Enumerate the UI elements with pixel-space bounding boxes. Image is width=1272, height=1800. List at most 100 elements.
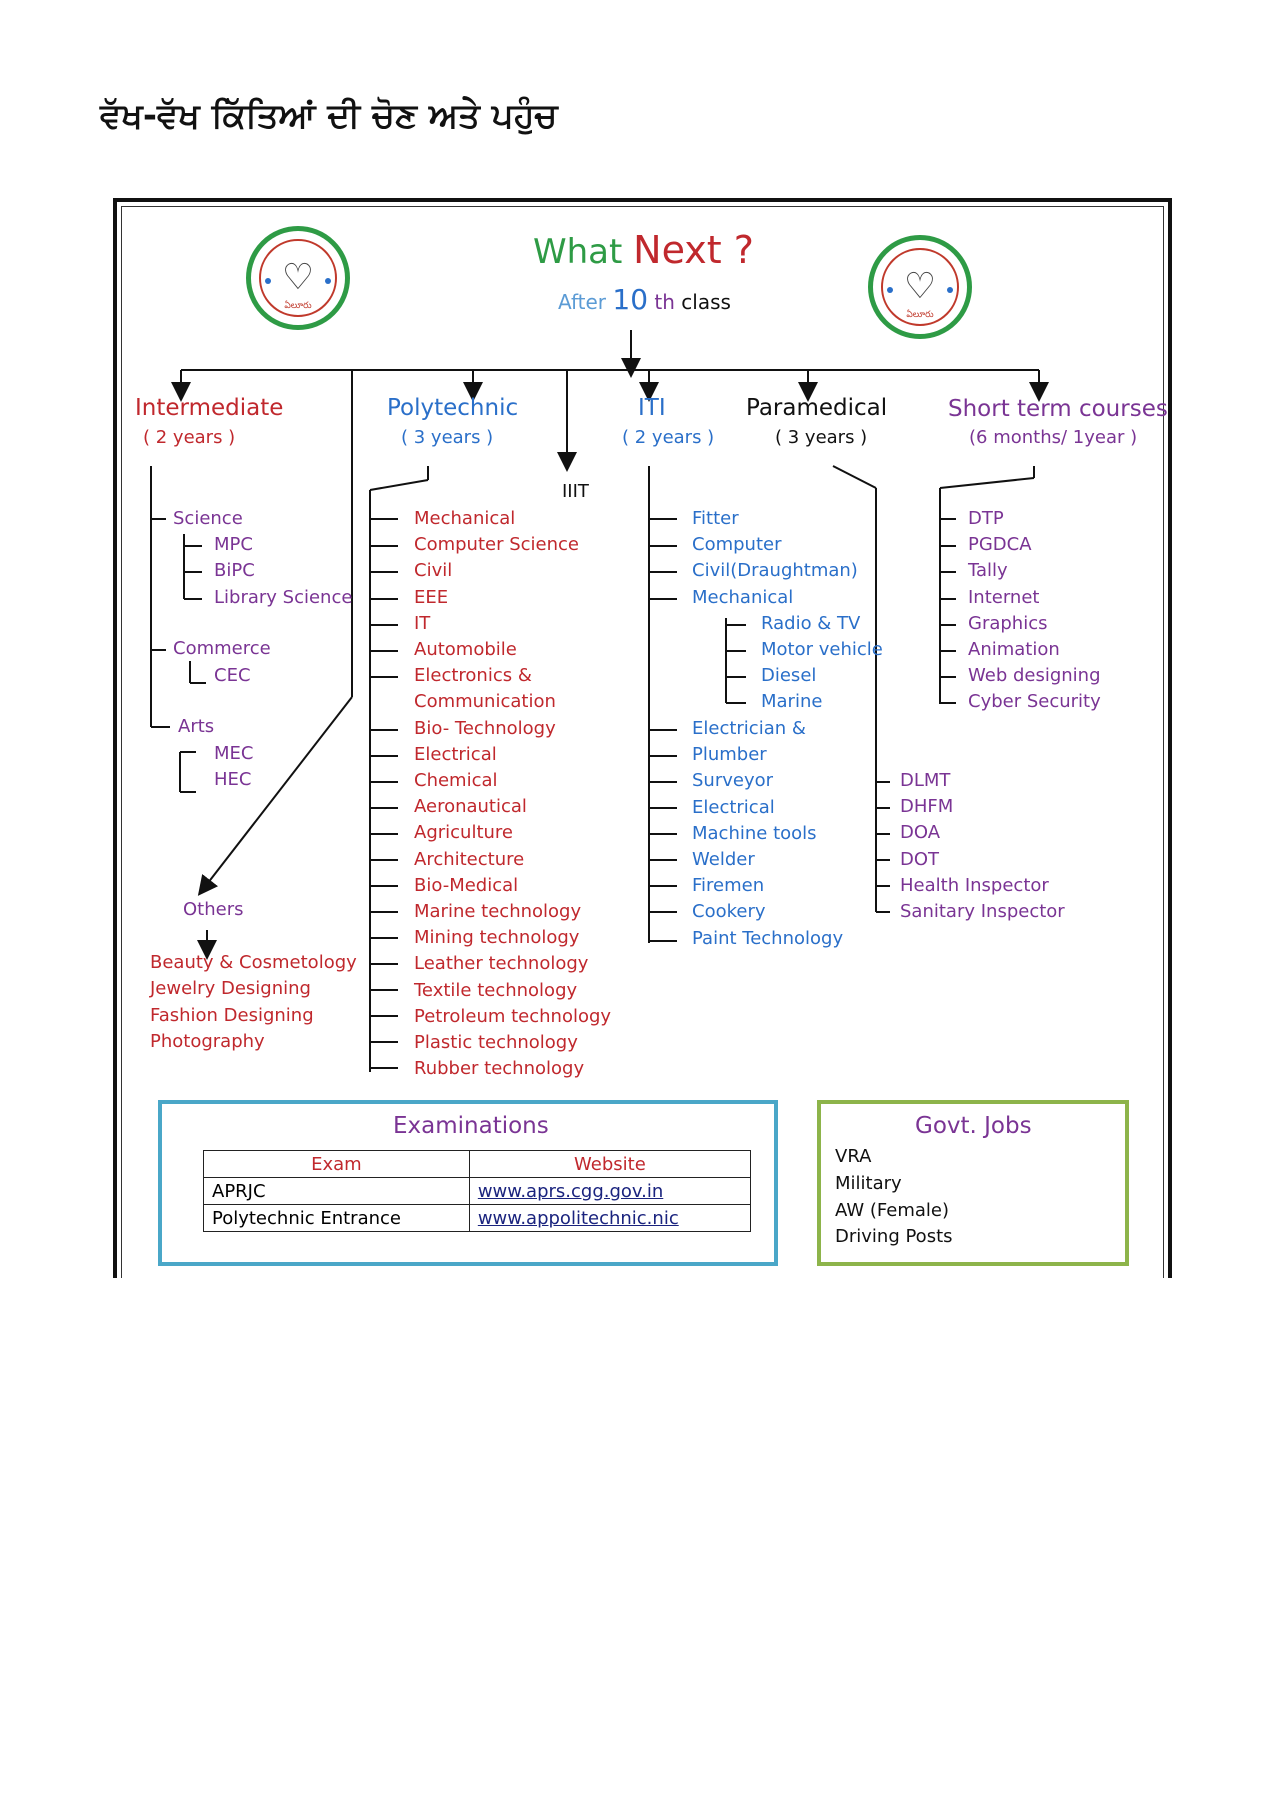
left-logo: ♡ ఏలూరు [246,226,350,330]
list-item: Marine technology [414,901,582,922]
list-item: Jewelry Designing [150,978,311,999]
commerce-label: Commerce [173,638,271,659]
examinations-title: Examinations [393,1113,549,1139]
list-item: Mechanical [414,508,516,529]
list-item: MEC [214,743,254,764]
list-item: Fitter [692,508,739,529]
list-item: Graphics [968,612,1048,634]
list-item: VRA [835,1146,872,1167]
list-item: Web designing [968,665,1101,687]
list-item: Sanitary Inspector [900,901,1065,922]
handshake-heart-icon: ♡ [903,266,937,307]
list-item: Library Science [214,587,353,608]
list-item: Bio- Technology [414,717,556,739]
list-item: Computer Science [414,534,579,556]
th-text: th [654,290,675,314]
list-item: PGDCA [968,534,1032,556]
list-item: MPC [214,534,253,555]
table-row: Polytechnic Entrance www.appolitechnic.n… [203,1204,752,1232]
table-row: APRJC www.aprs.cgg.gov.in [203,1177,752,1205]
list-item: Aeronautical [414,796,527,818]
govt-jobs-box [817,1100,1129,1266]
list-item: Civil(Draughtman) [692,560,858,581]
diagram-frame [113,198,1172,1278]
what-text: What [533,232,623,272]
list-item: Textile technology [414,979,578,1001]
list-item: Fashion Designing [150,1005,314,1026]
column-header-exam: Exam [203,1150,470,1178]
list-item: Radio & TV [761,613,861,634]
list-item: Plumber [692,744,767,766]
list-item: DOT [900,848,940,870]
next-text: Next ? [633,228,754,272]
examinations-box [158,1100,778,1266]
list-item: Motor vehicle [761,639,883,660]
list-item: Surveyor [692,770,774,792]
list-item: Welder [692,849,755,870]
list-item: Civil [414,560,453,582]
list-item: Mining technology [414,927,580,949]
list-item: Mechanical [692,587,794,608]
polytechnic-duration: ( 3 years ) [401,427,494,448]
arts-label: Arts [178,716,215,737]
list-item: Cyber Security [968,691,1101,713]
list-item: Photography [150,1031,265,1052]
logo-label: ఏలూరు [284,301,312,311]
list-item: Electrical [414,743,497,765]
exam-name: APRJC [203,1177,470,1205]
website-link[interactable]: www.appolitechnic.nic [468,1204,752,1232]
diagram-inner-frame [121,206,1164,1278]
short-term-title: Short term courses [948,396,1168,422]
ten-text: 10 [612,283,649,316]
list-item: Electronics & [414,665,532,687]
paramedical-duration: ( 3 years ) [775,427,868,448]
class-text: class [681,290,731,314]
intermediate-duration: ( 2 years ) [143,427,236,448]
list-item: Cookery [692,901,766,923]
logo-label: ఏలూరు [906,310,934,320]
iiit-label: IIIT [562,481,589,502]
list-item: Tally [968,560,1008,582]
list-item: IT [414,612,431,634]
list-item: DHFM [900,796,954,818]
list-item: DTP [968,508,1004,529]
list-item: Leather technology [414,953,589,975]
list-item: Machine tools [692,822,817,844]
list-item: Agriculture [414,822,513,844]
iti-title: ITI [638,395,666,421]
list-item: Computer [692,534,782,555]
list-item: Electrical [692,796,775,818]
list-item: CEC [214,665,251,686]
list-item: Driving Posts [835,1226,953,1247]
list-item: EEE [414,586,449,608]
list-item: Paint Technology [692,927,844,949]
list-item: Chemical [414,770,498,791]
list-item: DLMT [900,770,951,791]
list-item: Diesel [761,665,817,686]
list-item: Rubber technology [414,1058,585,1080]
govt-jobs-title: Govt. Jobs [915,1113,1032,1139]
intermediate-title: Intermediate [135,395,284,421]
short-term-duration: (6 months/ 1year ) [969,427,1138,448]
list-item: Internet [968,586,1040,608]
science-label: Science [173,508,243,529]
polytechnic-title: Polytechnic [387,395,519,421]
paramedical-title: Paramedical [746,395,888,421]
right-logo: ♡ ఏలూరు [868,235,972,339]
list-item: Petroleum technology [414,1005,612,1027]
list-item: Marine [761,691,823,712]
what-next-heading: What Next ? [533,228,754,272]
list-item: Firemen [692,875,765,897]
list-item: Health Inspector [900,874,1049,896]
list-item: Beauty & Cosmetology [150,952,357,973]
after-10th-class: After 10 th class [558,283,731,316]
list-item: Plastic technology [414,1032,578,1053]
list-item: Communication [414,691,556,713]
exam-name: Polytechnic Entrance [203,1204,470,1232]
list-item: Bio-Medical [414,874,519,896]
page-title: ਵੱਖ-ਵੱਖ ਕਿੱਤਿਆਂ ਦੀ ਚੋਣ ਅਤੇ ਪਹੁੰਚ [100,96,558,136]
handshake-heart-icon: ♡ [281,257,315,298]
website-link[interactable]: www.aprs.cgg.gov.in [468,1177,752,1205]
column-header-website: Website [468,1150,752,1178]
